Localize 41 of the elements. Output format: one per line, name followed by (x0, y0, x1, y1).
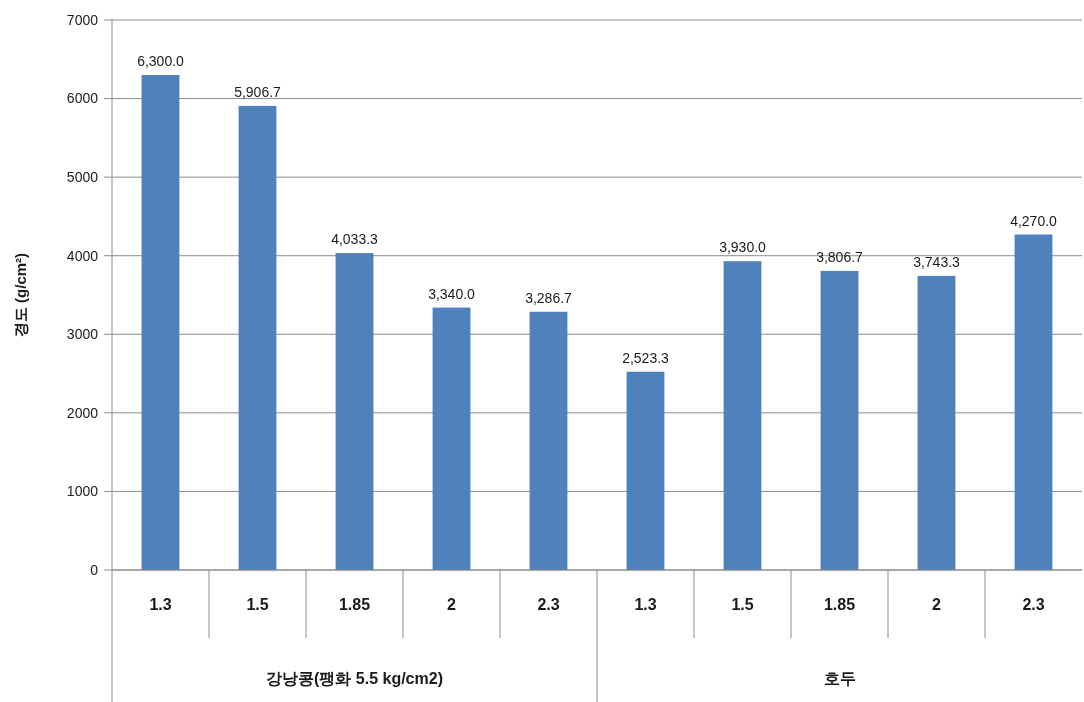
text: 강낭콩(팽화 5.5 kg/cm2) (266, 669, 443, 687)
data-label: 6,300.0 (137, 53, 185, 69)
data-label: 3,340.0 (428, 285, 476, 302)
x-tick-label: 1.3 (149, 595, 172, 613)
y-tick-label: 0 (90, 561, 99, 578)
x-tick-label: 1.5 (731, 595, 754, 613)
data-label: 3,286.7 (525, 289, 573, 306)
x-tick-label: 2 (932, 595, 942, 613)
y-tick-label: 6000 (66, 90, 99, 107)
y-tick-label: 2000 (66, 404, 99, 421)
bar (432, 307, 471, 570)
y-axis-title: 경도 (g/cm²) (12, 252, 29, 338)
data-label: 4,033.3 (331, 231, 379, 248)
x-tick-label: 1.85 (823, 595, 856, 613)
bar (238, 105, 277, 570)
x-tick-label: 1.85 (338, 595, 371, 613)
bar (335, 253, 374, 570)
x-tick-label: 2 (447, 595, 457, 613)
bar (626, 371, 665, 570)
bar (1014, 234, 1053, 570)
data-label: 2,523.3 (622, 349, 670, 366)
bar (723, 261, 762, 570)
text: 호두 (823, 669, 856, 687)
x-tick-label: 2.3 (1022, 595, 1045, 613)
bar (820, 270, 859, 570)
x-tick-label: 1.5 (246, 595, 269, 613)
x-tick-label: 2.3 (537, 595, 560, 613)
bar (529, 311, 568, 570)
y-tick-label: 5000 (66, 169, 99, 186)
data-label: 3,743.3 (913, 253, 961, 270)
data-label: 3,806.7 (816, 248, 864, 265)
y-tick-label: 3000 (66, 326, 99, 343)
data-label: 4,270.0 (1010, 212, 1058, 229)
y-tick-label: 1000 (66, 483, 99, 500)
data-label: 5,906.7 (234, 83, 282, 100)
bar (917, 275, 956, 570)
y-tick-label: 7000 (66, 11, 99, 28)
data-label: 3,930.0 (719, 239, 767, 256)
bar (141, 75, 180, 570)
y-tick-label: 4000 (66, 247, 99, 264)
x-tick-label: 1.3 (634, 595, 657, 613)
